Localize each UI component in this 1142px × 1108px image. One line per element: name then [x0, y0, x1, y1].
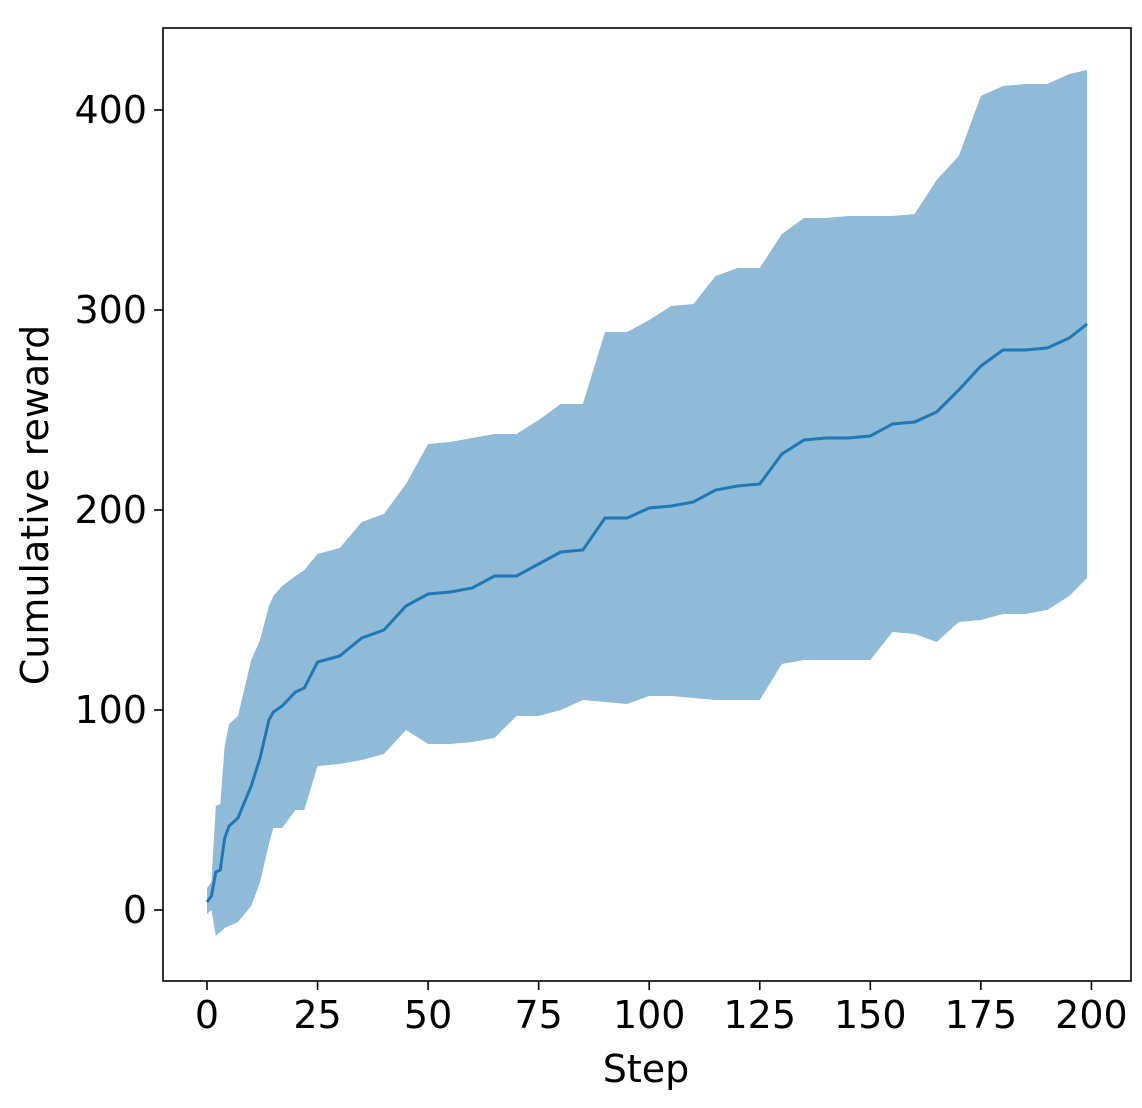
x-tick-label: 50: [404, 993, 452, 1037]
x-tick-label: 75: [514, 993, 562, 1037]
y-axis-label: Cumulative reward: [13, 325, 57, 686]
y-tick-label: 300: [74, 288, 147, 332]
x-tick-label: 175: [945, 993, 1018, 1037]
y-tick-label: 0: [123, 888, 147, 932]
x-tick-label: 0: [195, 993, 219, 1037]
x-tick-label: 100: [613, 993, 686, 1037]
x-tick-label: 125: [723, 993, 796, 1037]
y-tick-label: 400: [74, 88, 147, 132]
y-tick-label: 200: [74, 488, 147, 532]
x-tick-label: 150: [834, 993, 907, 1037]
plot-frame: [162, 27, 1132, 982]
x-tick-label: 25: [293, 993, 341, 1037]
line: [205, 322, 1088, 903]
x-tick-label: 200: [1055, 993, 1128, 1037]
y-tick-label: 100: [74, 688, 147, 732]
x-axis-label: Step: [603, 1047, 690, 1091]
band: [207, 70, 1087, 936]
